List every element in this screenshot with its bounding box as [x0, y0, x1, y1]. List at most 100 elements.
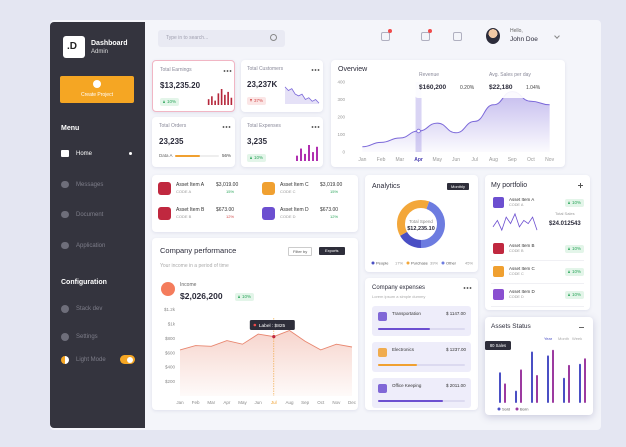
stat-label: Revenue	[419, 72, 440, 78]
menu-item[interactable]: Document	[76, 212, 104, 218]
config-icon	[61, 356, 69, 364]
config-icon	[61, 305, 69, 313]
legend-value: 45%	[465, 261, 473, 266]
mini-bar	[308, 145, 310, 161]
tab[interactable]: Week	[572, 336, 583, 341]
donut-segment	[397, 200, 445, 248]
divider	[491, 260, 584, 261]
menu-item[interactable]: Application	[76, 242, 106, 249]
expense-amount: $ 1147.00	[446, 311, 466, 316]
asset-amount: $3,019.00	[320, 182, 343, 188]
menu-item[interactable]: Home	[76, 151, 93, 157]
card-value: 3,235	[247, 137, 268, 146]
asset-name: Asset Item D	[509, 289, 535, 294]
analytics-card: Analytics Monthly Total Spend $12,235.10 Peo…	[365, 175, 478, 272]
bar	[552, 349, 554, 403]
y-tick-label: $600	[165, 350, 176, 355]
expense-item: Electronics $ 1237.00	[372, 342, 471, 372]
x-tick-label: Jul	[472, 157, 478, 163]
expenses-card: Total Expenses 3,235 10%	[241, 117, 323, 167]
search-icon	[270, 34, 277, 41]
asset-icon	[158, 207, 171, 220]
legend-label: People	[376, 261, 389, 266]
y-tick-label: $1k	[168, 322, 176, 327]
asset-amount: $673.00	[320, 207, 339, 213]
asset-change: 10%	[565, 245, 585, 253]
asset-code: CODE B	[176, 214, 192, 219]
asset-change: 10%	[565, 268, 585, 276]
plus-icon	[93, 80, 101, 88]
search-placeholder: Type in to search...	[166, 35, 209, 41]
export-button[interactable]: Exports	[319, 247, 345, 255]
card-title: Assets Status	[491, 323, 531, 330]
menu-icon	[61, 150, 69, 157]
asset-icon	[493, 197, 504, 208]
change: 10%	[247, 154, 267, 162]
config-item[interactable]: Settings	[76, 334, 98, 340]
progress-bar	[378, 328, 431, 330]
toggle[interactable]	[120, 355, 135, 364]
menu-item[interactable]: Messages	[76, 181, 104, 188]
expense-amount: $ 1237.00	[446, 347, 467, 352]
legend-swatch	[371, 261, 375, 265]
x-tick-label: Apr	[414, 157, 423, 163]
x-tick-label: Jun	[452, 157, 460, 163]
card-label: Total Earnings	[160, 67, 192, 73]
y-tick-label: $200	[165, 379, 176, 384]
progress-bar	[175, 155, 200, 157]
card-title: Analytics	[372, 183, 401, 190]
x-tick-label: Feb	[377, 157, 386, 163]
stat-change: 1.04%	[526, 84, 541, 91]
stat-value: $22,180	[489, 84, 513, 91]
create-label: Create Project	[81, 92, 113, 98]
filter-button[interactable]: Monthly	[447, 183, 470, 190]
search-box[interactable]: Type in to search...	[158, 30, 285, 47]
total-label: Total Sales	[555, 211, 575, 216]
x-tick-label: Sep	[301, 400, 310, 405]
more-menu	[311, 126, 320, 128]
assets-card: Asset Item A CODE A $3,019.00 15% Asset Item…	[152, 175, 358, 232]
tab[interactable]: Year	[544, 336, 553, 341]
asset-amount: $3,019.00	[216, 182, 239, 188]
y-tick-label: 300	[337, 97, 345, 102]
legend-swatch	[406, 261, 410, 265]
more-menu	[311, 69, 320, 71]
asset-name: Asset Item C	[280, 182, 309, 188]
expense-amount: $ 2011.00	[446, 383, 466, 388]
card-title: Overview	[338, 66, 368, 73]
config-item[interactable]: Light Mode	[76, 357, 106, 363]
minimize-icon	[579, 327, 584, 328]
card-value: 23,235	[159, 137, 184, 146]
icon-button[interactable]	[453, 32, 462, 41]
avatar	[486, 28, 500, 44]
point	[416, 128, 421, 134]
x-tick-label: Jan	[176, 400, 184, 405]
asset-name: Asset Item B	[176, 207, 205, 213]
y-tick-label: 100	[337, 132, 345, 137]
card-title: My portfolio	[491, 182, 528, 189]
config-icon	[61, 333, 69, 341]
x-tick-label: Aug	[285, 400, 294, 405]
x-tick-label: Apr	[223, 400, 231, 405]
income-label: Income	[180, 282, 197, 288]
progress-bar	[378, 364, 418, 366]
tab[interactable]: Month	[558, 336, 570, 341]
x-tick-label: Jan	[358, 157, 366, 163]
tooltip-text: 80 Sales	[490, 343, 506, 348]
asset-name: Asset Item A	[509, 197, 535, 202]
card-title: Company expenses	[372, 285, 426, 291]
asset-icon	[158, 182, 171, 195]
config-item[interactable]: Stack dev	[76, 306, 103, 312]
bar	[531, 351, 533, 403]
y-tick-label: 200	[337, 115, 345, 120]
asset-change: 15%	[330, 189, 339, 194]
create-button[interactable]: Create Project	[60, 76, 134, 103]
stat-change: 0.20%	[460, 84, 475, 91]
icon-button[interactable]	[381, 32, 390, 41]
change: 37%	[247, 97, 267, 105]
bar	[579, 363, 581, 403]
legend-label: Born	[520, 407, 528, 412]
icon-button[interactable]	[421, 32, 430, 41]
change: 10%	[235, 293, 255, 301]
filter-button[interactable]: Filter by	[288, 247, 313, 256]
